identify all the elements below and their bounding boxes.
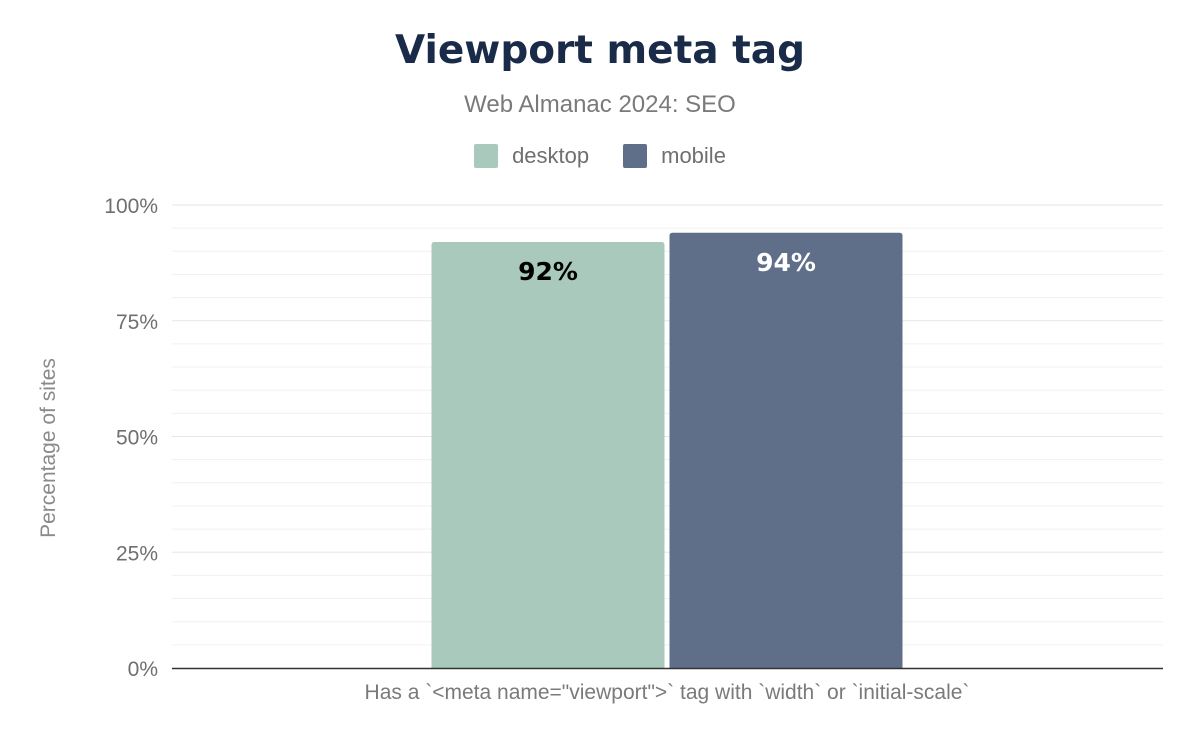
bar-desktop[interactable] [431,242,665,669]
y-tick-label: 75% [116,311,158,334]
y-tick-label: 50% [116,427,158,450]
y-tick-label: 25% [116,542,158,565]
data-label-mobile: 94% [756,248,816,277]
chart-title: Viewport meta tag [394,28,805,73]
legend: desktop mobile [0,142,1200,170]
bar-mobile[interactable] [669,232,903,668]
legend-label-desktop: desktop [512,143,590,168]
x-category-label: Has a `<meta name="viewport">` tag with … [365,681,970,704]
legend-swatch-mobile [623,144,648,168]
legend-swatch-desktop [474,144,499,168]
legend-item-desktop[interactable]: desktop [474,142,589,170]
y-tick-label: 0% [128,658,158,681]
legend-item-mobile[interactable]: mobile [623,142,726,170]
y-tick-label: 100% [104,195,158,218]
y-axis-label: Percentage of sites [37,358,60,538]
chart-subtitle: Web Almanac 2024: SEO [464,91,736,118]
data-label-desktop: 92% [518,257,578,286]
legend-label-mobile: mobile [661,143,726,168]
